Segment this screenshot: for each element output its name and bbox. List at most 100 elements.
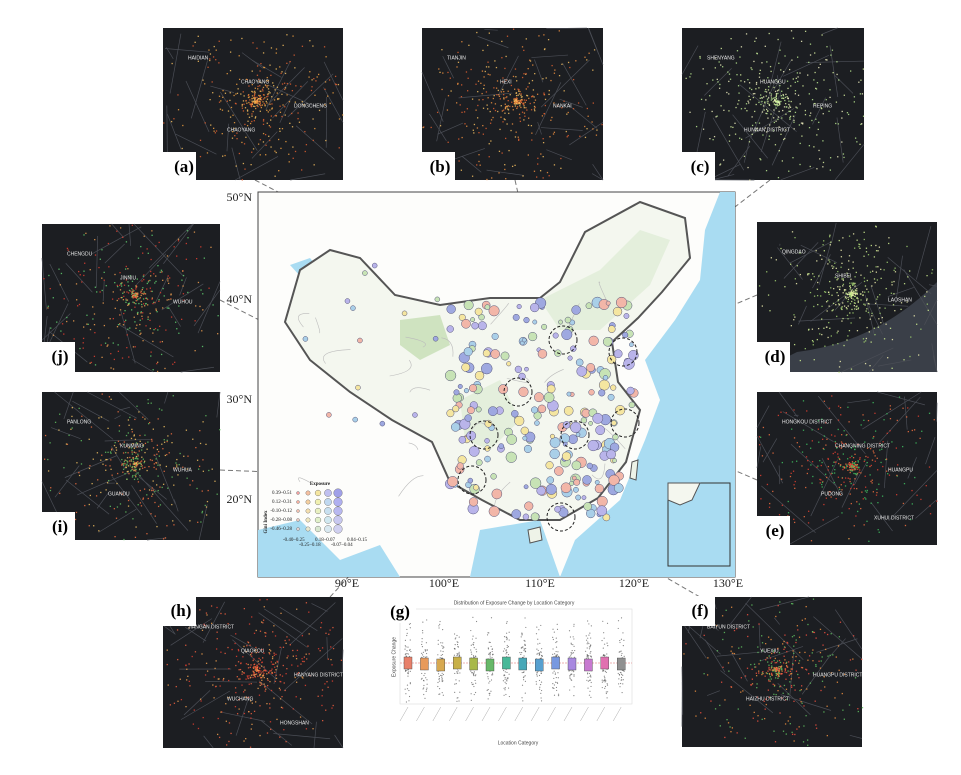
sample-dot xyxy=(523,649,525,652)
sample-dot xyxy=(506,632,508,634)
category-tick xyxy=(498,706,507,722)
activity-dot xyxy=(514,68,517,70)
road xyxy=(789,241,831,264)
activity-dot xyxy=(814,700,816,702)
activity-dot xyxy=(883,338,886,340)
activity-dot xyxy=(501,152,503,154)
sample-dot xyxy=(490,679,493,681)
activity-dot xyxy=(830,54,832,56)
activity-dot xyxy=(854,308,856,310)
activity-dot xyxy=(50,487,52,489)
sample-dot xyxy=(405,646,407,648)
sample-dot xyxy=(438,680,441,682)
activity-dot xyxy=(506,96,508,98)
activity-dot xyxy=(525,107,527,109)
activity-dot xyxy=(748,102,750,104)
road xyxy=(421,71,444,122)
activity-dot xyxy=(470,68,472,71)
activity-dot xyxy=(78,270,80,273)
activity-dot xyxy=(838,486,840,489)
activity-dot xyxy=(131,476,134,478)
place-name: JINNIU xyxy=(120,275,137,281)
sample-dot xyxy=(520,653,522,656)
activity-dot xyxy=(492,97,495,100)
activity-dot xyxy=(851,464,853,467)
sample-dot xyxy=(408,689,410,692)
province-border xyxy=(490,303,509,325)
sample-dot xyxy=(536,674,538,676)
activity-dot xyxy=(845,306,848,309)
activity-dot xyxy=(767,294,770,296)
activity-dot xyxy=(132,462,135,465)
activity-dot xyxy=(235,655,238,658)
activity-dot xyxy=(823,435,826,437)
activity-dot xyxy=(152,480,154,482)
activity-dot xyxy=(849,312,851,314)
activity-dot xyxy=(822,519,824,521)
activity-dot xyxy=(149,319,151,322)
activity-dot xyxy=(182,466,184,468)
activity-dot xyxy=(251,655,253,657)
city-circle xyxy=(498,443,505,450)
sample-dot xyxy=(505,693,507,696)
activity-dot xyxy=(218,736,221,739)
activity-dot xyxy=(781,504,784,506)
activity-dot xyxy=(773,86,775,89)
activity-dot xyxy=(539,170,542,172)
city-circle xyxy=(474,370,485,381)
city-circle xyxy=(475,459,483,466)
activity-dot xyxy=(133,295,135,297)
activity-dot xyxy=(776,102,778,104)
activity-dot xyxy=(273,654,275,656)
activity-dot xyxy=(847,113,850,116)
legend-swatch xyxy=(305,490,311,496)
activity-dot xyxy=(299,698,302,700)
city-circle xyxy=(570,421,582,433)
activity-dot xyxy=(751,116,753,118)
legend-y-title: Gini Index xyxy=(264,510,269,533)
activity-dot xyxy=(834,461,836,463)
activity-dot xyxy=(247,120,249,122)
activity-dot xyxy=(322,719,324,722)
activity-dot xyxy=(850,487,852,490)
activity-dot xyxy=(788,103,790,106)
activity-dot xyxy=(863,419,865,421)
activity-dot xyxy=(133,463,136,465)
activity-dot xyxy=(876,279,879,281)
road xyxy=(849,734,863,739)
activity-dot xyxy=(274,671,276,674)
activity-dot xyxy=(267,79,270,82)
activity-dot xyxy=(499,128,501,131)
sample-dot xyxy=(489,680,491,682)
activity-dot xyxy=(783,106,786,108)
road xyxy=(477,36,509,49)
panel-label: (f) xyxy=(692,601,709,620)
activity-dot xyxy=(317,648,320,650)
sample-dot xyxy=(471,653,473,655)
sample-dot xyxy=(505,649,507,651)
activity-dot xyxy=(276,718,278,721)
activity-dot xyxy=(865,498,867,500)
road xyxy=(72,400,110,422)
activity-dot xyxy=(849,295,851,297)
activity-dot xyxy=(837,278,839,280)
sample-dot xyxy=(406,634,408,637)
sample-dot xyxy=(439,657,441,659)
activity-dot xyxy=(126,478,128,480)
activity-dot xyxy=(545,77,547,79)
city-circle xyxy=(498,384,509,395)
activity-dot xyxy=(812,631,814,633)
activity-dot xyxy=(231,137,234,139)
activity-dot xyxy=(753,663,756,665)
activity-dot xyxy=(824,631,826,634)
activity-dot xyxy=(147,399,149,401)
activity-dot xyxy=(849,296,852,298)
activity-dot xyxy=(217,678,219,680)
city-circle xyxy=(567,355,573,361)
road xyxy=(164,391,169,404)
activity-dot xyxy=(799,273,801,276)
activity-dot xyxy=(260,672,262,674)
activity-dot xyxy=(482,49,484,52)
province-border xyxy=(591,463,606,480)
activity-dot xyxy=(851,291,854,294)
